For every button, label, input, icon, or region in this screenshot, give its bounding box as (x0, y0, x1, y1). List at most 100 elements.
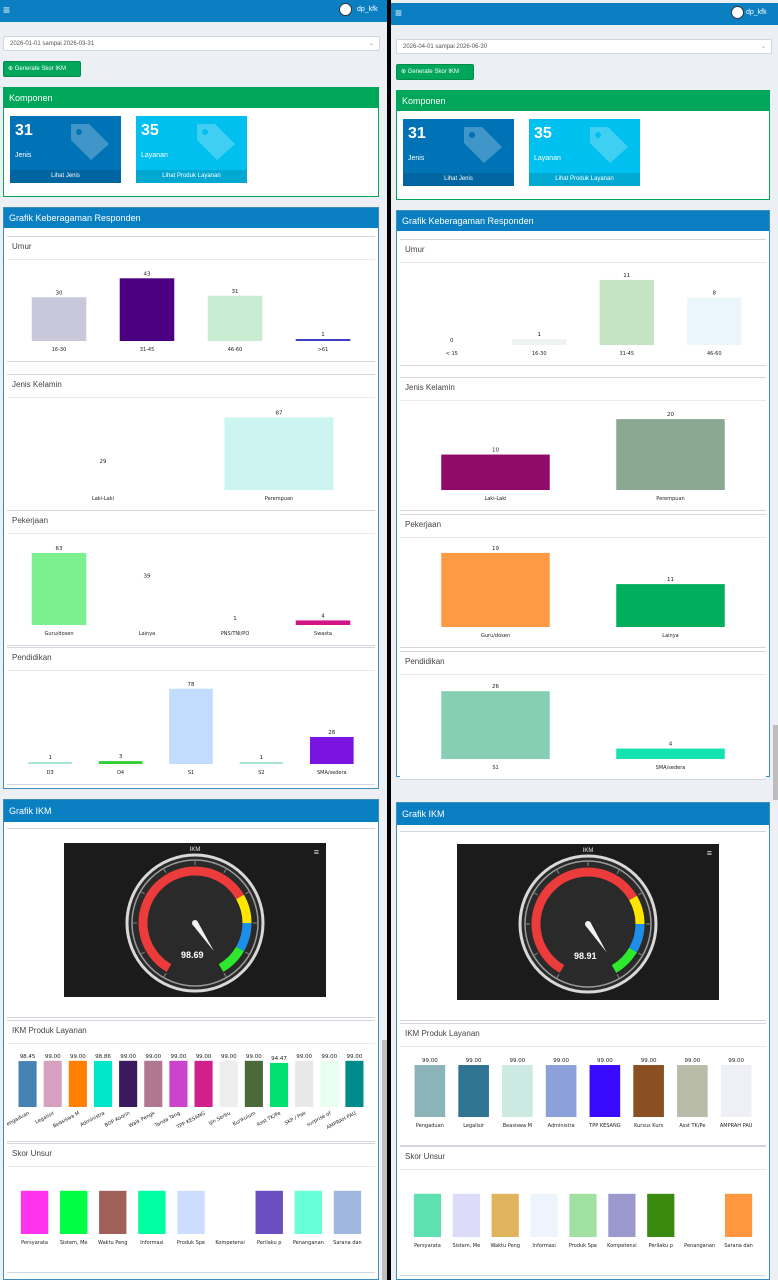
chart-bar (43, 1060, 62, 1107)
x-tick-label: Produk Spe (569, 1243, 597, 1249)
bar-chart: Persyarata Sistem, Me Waktu Peng Informasi P… (413, 1193, 753, 1249)
chart-bar (18, 1061, 37, 1107)
hamburger-menu-icon[interactable]: ≡ (313, 847, 319, 857)
divider (7, 670, 375, 671)
bar-value-label: 78 (188, 682, 195, 688)
gauge-rim (524, 860, 652, 988)
keberagaman-responden-box: Grafik Keberagaman Responden Umur 0 < 15 1 16… (396, 210, 770, 780)
umur-chart-panel: Umur 0 < 15 1 16-30 11 31-45 8 46-60 (400, 239, 766, 366)
top-navbar: ≡ dp_kfk (0, 0, 387, 22)
gauge-rim (131, 859, 259, 987)
user-avatar-icon[interactable] (731, 6, 744, 19)
lihat-jenis-link[interactable]: Lihat Jenis (403, 173, 514, 186)
jenis-tile[interactable]: 31 Jenis Lihat Jenis (10, 116, 121, 183)
layanan-tile[interactable]: 35 Layanan Lihat Produk Layanan (136, 116, 247, 183)
username-label[interactable]: dp_kfk (746, 9, 767, 16)
date-range-select[interactable]: 2026-01-01 sampai 2026-03-31 ⌄ (3, 36, 380, 51)
tile-count: 35 (534, 125, 552, 142)
gauge-hub (192, 920, 198, 926)
bar-value-label: 99.00 (321, 1054, 337, 1060)
tag-icon (69, 122, 113, 167)
bar-value-label: 99.00 (466, 1058, 482, 1064)
x-tick-label: Beasiswa M (52, 1110, 81, 1129)
chart-bar (119, 278, 175, 341)
date-range-select[interactable]: 2026-04-01 sampai 2026-06-30 ⌄ (396, 39, 772, 54)
generate-skor-ikm-button[interactable]: ⊕ Generate Skor IKM (3, 61, 81, 77)
bar-value-label: 1 (260, 755, 264, 761)
generate-skor-ikm-button[interactable]: ⊕ Generate Skor IKM (396, 64, 474, 80)
lihat-produk-layanan-link[interactable]: Lihat Produk Layanan (529, 173, 640, 186)
x-tick-label: Perilaku p (649, 1243, 674, 1249)
hamburger-menu-icon[interactable]: ≡ (706, 848, 712, 858)
chart-bar (295, 339, 351, 341)
keberagaman-header: Grafik Keberagaman Responden (4, 208, 378, 228)
chart-bar (687, 297, 742, 345)
chart-bar (177, 1190, 205, 1234)
tag-icon (195, 122, 239, 167)
chart-bar (31, 553, 87, 625)
x-tick-label: Perilaku p (257, 1240, 282, 1246)
gauge-tick (556, 870, 560, 875)
chart-bar (333, 1190, 362, 1234)
x-tick-label: Administra (548, 1123, 575, 1129)
menu-toggle-icon[interactable]: ≡ (3, 3, 11, 17)
chart-bar (530, 1193, 558, 1237)
bar-value-label: 99.00 (70, 1054, 86, 1060)
x-tick-label: 31-45 (140, 347, 155, 353)
gauge-band (138, 866, 244, 972)
gauge-dial (518, 854, 658, 994)
page-scrollbar[interactable] (382, 1040, 387, 1280)
chart-title: Jenis Kelamin (405, 383, 455, 392)
bar-value-label: 99.00 (685, 1058, 701, 1064)
chart-bar (269, 1062, 289, 1107)
lihat-produk-layanan-link[interactable]: Lihat Produk Layanan (136, 170, 247, 183)
x-tick-label: D4 (117, 770, 124, 776)
menu-toggle-icon[interactable]: ≡ (395, 6, 403, 20)
box-title: Grafik Keberagaman Responden (402, 216, 534, 226)
chart-title: Jenis Kelamin (12, 380, 62, 389)
user-avatar-icon[interactable] (339, 3, 352, 16)
bar-value-label: 1 (233, 616, 237, 622)
divider (400, 1046, 766, 1047)
chart-title: Skor Unsur (12, 1149, 53, 1158)
bar-value-label: 99.00 (120, 1054, 136, 1060)
gauge-tick (556, 973, 560, 978)
chart-bar (502, 1065, 533, 1117)
box-title: Komponen (9, 93, 53, 103)
x-tick-label: < 15 (446, 351, 458, 357)
bar-value-label: 99.00 (246, 1054, 262, 1060)
tag-icon (588, 125, 632, 170)
chart-bar (441, 552, 550, 627)
chart-bar (28, 762, 73, 764)
divider (7, 533, 375, 534)
bar-value-label: 30 (56, 290, 63, 296)
x-tick-label: Waktu Peng (490, 1243, 520, 1249)
lihat-jenis-link[interactable]: Lihat Jenis (10, 170, 121, 183)
jenis-tile[interactable]: 31 Jenis Lihat Jenis (403, 119, 514, 186)
chart-bar (244, 1060, 263, 1107)
tag-icon (462, 125, 506, 170)
chart-bar (194, 1060, 213, 1107)
page-scrollbar[interactable] (773, 725, 778, 800)
x-tick-label: Ijin Serbu (208, 1110, 232, 1126)
username-label[interactable]: dp_kfk (357, 6, 378, 13)
gauge-tick (534, 952, 539, 956)
gauge-band (236, 894, 252, 924)
gauge-value-label: 98.91 (574, 951, 597, 961)
bar-value-label: 19 (492, 546, 499, 552)
bar-chart: 30 16-30 43 31-45 31 46-60 1 >61 (31, 271, 351, 353)
chart-bar (119, 1060, 138, 1107)
bar-value-label: 98.45 (20, 1054, 36, 1060)
tile-label: Layanan (141, 152, 168, 159)
divider (400, 537, 766, 538)
komponen-header: Komponen (4, 88, 378, 108)
layanan-tile[interactable]: 35 Layanan Lihat Produk Layanan (529, 119, 640, 186)
x-tick-label: Sarana dan (333, 1240, 362, 1246)
ikm-gauge: IKM ≡ 98.91 (457, 844, 719, 1000)
x-tick-label: SMA/sedera (656, 765, 686, 771)
gauge-value-label: 98.69 (181, 950, 204, 960)
chart-bar (31, 297, 87, 341)
bar-chart: 26 S1 4 SMA/sedera (441, 684, 725, 771)
bar-value-label: 87 (276, 410, 283, 416)
generate-button-label: Generate Skor IKM (14, 66, 67, 72)
